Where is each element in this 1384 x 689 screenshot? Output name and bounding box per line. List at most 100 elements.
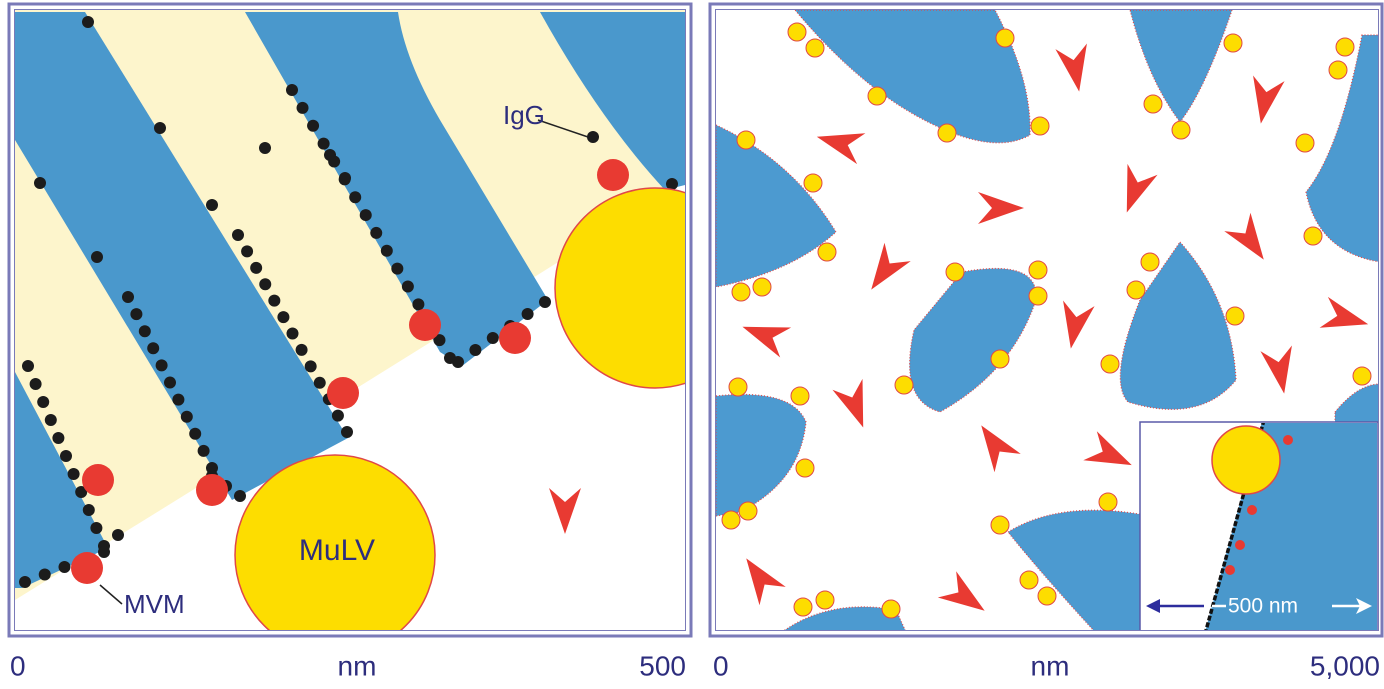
figure: IgG MVM MuLV <box>0 0 1384 689</box>
igg-label: IgG <box>503 100 545 130</box>
igg-dot <box>172 394 184 406</box>
mulv-particle <box>722 511 740 529</box>
mulv-particle <box>938 124 956 142</box>
mulv-particle <box>1353 367 1371 385</box>
igg-dot <box>122 291 134 303</box>
igg-dot <box>452 356 464 368</box>
mulv-particle <box>996 29 1014 47</box>
igg-dot <box>287 328 299 340</box>
igg-dot <box>277 311 289 323</box>
axis-end: 500 <box>639 650 686 681</box>
mulv-particle <box>1226 307 1244 325</box>
igg-dot <box>469 344 481 356</box>
igg-dot <box>232 229 244 241</box>
igg-dot <box>198 445 210 457</box>
mulv-particle <box>1172 121 1190 139</box>
mulv-particle <box>1304 227 1322 245</box>
mulv-particle <box>816 591 834 609</box>
mulv-particle <box>788 23 806 41</box>
igg-dot <box>412 298 424 310</box>
mvm-particle <box>82 464 114 496</box>
mulv-particle <box>732 283 750 301</box>
igg-dot <box>349 191 361 203</box>
mulv-particle <box>991 516 1009 534</box>
igg-dot <box>332 410 344 422</box>
mulv-particle <box>1029 287 1047 305</box>
mulv-particle <box>1029 261 1047 279</box>
mulv-particle <box>1099 493 1117 511</box>
mulv-particle <box>1101 355 1119 373</box>
igg-dot <box>156 359 168 371</box>
igg-dot <box>59 561 71 573</box>
left-panel: IgG MVM MuLV <box>15 10 755 655</box>
mulv-particle <box>794 598 812 616</box>
mulv-particle <box>991 350 1009 368</box>
igg-dot <box>98 546 110 558</box>
igg-dot <box>189 428 201 440</box>
mvm-particle <box>499 322 531 354</box>
mulv-particle <box>1144 95 1162 113</box>
igg-dot <box>297 102 309 114</box>
igg-dot <box>250 262 262 274</box>
igg-dot <box>314 377 326 389</box>
igg-dot <box>381 245 393 257</box>
igg-dot <box>305 360 317 372</box>
mulv-particle <box>1336 38 1354 56</box>
igg-dot <box>60 450 72 462</box>
igg-dot <box>83 504 95 516</box>
igg-dot <box>164 377 176 389</box>
mvm-particle <box>327 377 359 409</box>
igg-dot <box>82 16 94 28</box>
mulv-particle <box>737 131 755 149</box>
mulv-particle <box>1038 587 1056 605</box>
mulv-particle <box>729 378 747 396</box>
igg-dot <box>154 122 166 134</box>
mvm-particle <box>196 474 228 506</box>
axis-unit: nm <box>1031 650 1070 681</box>
igg-dot <box>487 332 499 344</box>
igg-dot <box>307 120 319 132</box>
igg-dot <box>22 360 34 372</box>
igg-dot <box>318 138 330 150</box>
igg-dot <box>360 209 372 221</box>
igg-dot <box>130 308 142 320</box>
mvm-particle <box>597 159 629 191</box>
igg-dot <box>402 281 414 293</box>
igg-dot <box>19 576 31 588</box>
axis-end: 5,000 <box>1310 650 1380 681</box>
igg-dot <box>341 426 353 438</box>
igg-dot <box>206 199 218 211</box>
igg-dot <box>587 131 599 143</box>
mulv-particle <box>1212 426 1280 494</box>
igg-dot <box>268 295 280 307</box>
axis-start: 0 <box>713 650 729 681</box>
igg-dot <box>391 263 403 275</box>
igg-dot <box>34 177 46 189</box>
igg-dot <box>91 251 103 263</box>
igg-dot <box>139 325 151 337</box>
igg-dot <box>522 308 534 320</box>
igg-dot <box>286 84 298 96</box>
igg-dot <box>259 278 271 290</box>
mvm-particle <box>71 552 103 584</box>
mvm-particle <box>409 309 441 341</box>
axis-start: 0 <box>10 650 26 681</box>
igg-dot <box>539 296 551 308</box>
mvm-particle <box>1225 565 1235 575</box>
inset: 500 nm <box>1140 420 1380 634</box>
igg-dot <box>181 411 193 423</box>
mulv-particle <box>804 174 822 192</box>
igg-dot <box>39 569 51 581</box>
mulv-particle <box>1141 253 1159 271</box>
mulv-particle <box>753 278 771 296</box>
mulv-particle <box>739 502 757 520</box>
mulv-particle <box>895 376 913 394</box>
igg-dot <box>37 396 49 408</box>
mulv-particle <box>868 87 886 105</box>
igg-dot <box>112 529 124 541</box>
mulv-particle <box>1329 61 1347 79</box>
igg-dot <box>52 432 64 444</box>
mulv-particle <box>806 39 824 57</box>
mulv-particle <box>1224 34 1242 52</box>
mulv-particle <box>818 243 836 261</box>
